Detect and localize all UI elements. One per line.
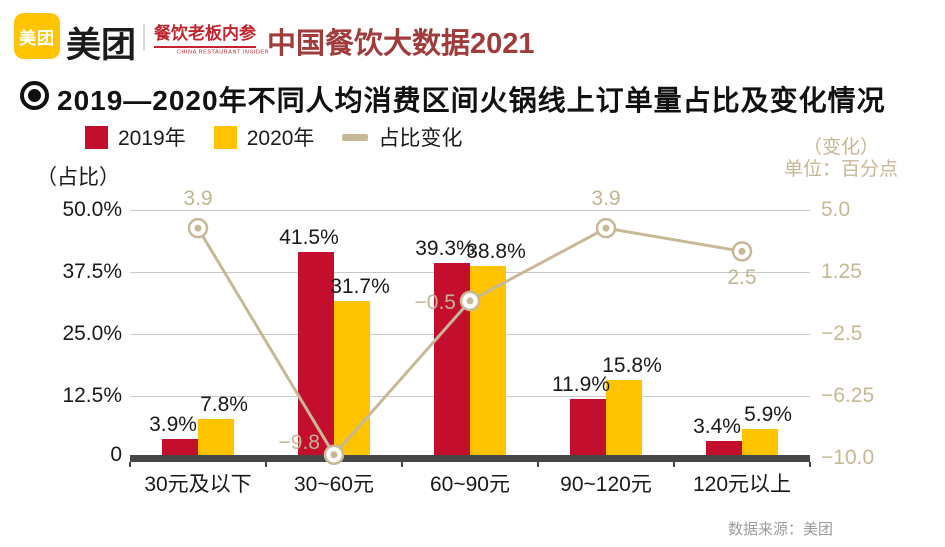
publication-name-en: CHINA RESTAURANT INSIDER (176, 49, 270, 56)
bullseye-icon (20, 81, 49, 110)
chart-title: 2019—2020年不同人均消费区间火锅线上订单量占比及变化情况 (57, 85, 886, 116)
data-source: 数据来源：美团 (728, 521, 834, 538)
bar-value-label: 3.9% (149, 412, 197, 436)
change-point-dot (194, 224, 202, 232)
bar-value-label: 41.5% (279, 226, 339, 250)
bar-2020年 (334, 300, 370, 458)
change-value-label: 3.9 (591, 187, 621, 211)
header-divider (143, 24, 145, 51)
change-value-label: 3.9 (183, 187, 213, 211)
change-value-label: −9.8 (278, 430, 320, 454)
right-axis-tick-label: −10.0 (821, 446, 875, 469)
right-axis-title: （变化） 单位：百分点 (770, 137, 912, 181)
brand-wordmark: 美团 (66, 26, 137, 65)
meituan-logo-icon: 美团 (14, 13, 60, 59)
bar-2020年 (742, 428, 778, 458)
x-axis-line (130, 455, 810, 462)
category-label: 120元以上 (692, 473, 792, 496)
left-axis-tick-label: 25.0% (62, 322, 122, 345)
publication-name: 餐饮老板内参 (154, 19, 256, 48)
x-axis-tick (809, 462, 811, 467)
category-label: 90~120元 (560, 473, 652, 496)
right-axis-tick-label: 1.25 (821, 260, 862, 283)
category-label: 60~90元 (430, 473, 510, 496)
legend-swatch-2020 (213, 125, 237, 149)
publication-logo: 餐饮老板内参 CHINA RESTAURANT INSIDER (154, 19, 270, 60)
category-label: 30~60元 (294, 473, 374, 496)
bar-value-label: 7.8% (200, 393, 248, 417)
legend-swatch-2019 (85, 125, 108, 149)
left-axis-tick-label: 37.5% (62, 260, 122, 283)
change-point (187, 217, 209, 239)
gridline (130, 209, 810, 211)
bar-2019年 (570, 398, 606, 458)
legend-line-swatch (342, 133, 369, 141)
right-axis-tick-label: 5.0 (821, 198, 851, 221)
left-axis-tick-label: 50.0% (62, 198, 122, 221)
bar-value-label: 15.8% (602, 353, 662, 377)
change-point-dot (602, 224, 610, 232)
x-axis-tick (537, 462, 539, 467)
category-label: 30元及以下 (144, 473, 252, 496)
legend-label-change: 占比变化 (378, 127, 463, 150)
change-point (731, 241, 753, 262)
legend-label-2019: 2019年 (118, 127, 186, 150)
right-axis-tick-label: −6.25 (821, 384, 875, 407)
legend: 2019年 2020年 占比变化 (85, 123, 490, 151)
x-axis-tick (265, 462, 267, 467)
bar-2020年 (470, 265, 506, 458)
report-title: 中国餐饮大数据2021 (267, 28, 535, 60)
right-axis-tick-label: −2.5 (821, 322, 863, 345)
change-point-dot (738, 247, 746, 255)
legend-label-2020: 2020年 (246, 127, 315, 150)
x-axis-tick (129, 462, 131, 467)
bar-value-label: 5.9% (744, 402, 792, 426)
left-axis-title: （占比） (36, 166, 120, 189)
bar-2019年 (162, 438, 198, 458)
x-axis-tick (673, 462, 675, 467)
change-point (595, 217, 617, 239)
left-axis-tick-label: 12.5% (62, 384, 122, 407)
left-axis-tick-label: 0 (110, 443, 122, 466)
change-value-label: 2.5 (727, 266, 757, 290)
bar-value-label: 38.8% (466, 239, 526, 263)
change-value-label: −0.5 (414, 290, 456, 314)
right-axis-title-line2: 单位：百分点 (783, 159, 898, 180)
x-axis-tick (401, 462, 403, 467)
right-axis-title-line1: （变化） (802, 137, 879, 158)
